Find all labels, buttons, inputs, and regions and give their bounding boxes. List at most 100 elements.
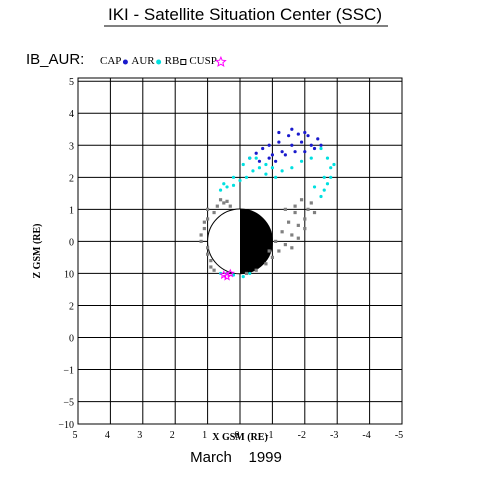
data-point xyxy=(274,239,278,243)
data-point xyxy=(329,175,333,179)
plot-frame xyxy=(77,77,403,425)
x-tick-label: -2 xyxy=(298,430,306,441)
x-tick-label: -1 xyxy=(265,430,273,441)
data-point xyxy=(270,255,274,260)
data-point xyxy=(319,146,323,151)
data-point xyxy=(264,172,268,176)
data-point xyxy=(283,207,287,211)
data-point xyxy=(241,275,245,279)
data-point xyxy=(212,268,216,272)
footer: March 1999 xyxy=(190,449,282,466)
data-point xyxy=(319,143,323,147)
data-point xyxy=(206,217,210,221)
data-point xyxy=(312,185,317,189)
data-point xyxy=(290,233,294,237)
legend-marker xyxy=(156,59,162,65)
data-point xyxy=(270,153,274,157)
data-point xyxy=(257,166,262,170)
x-tick-label: 0 xyxy=(235,430,240,441)
data-point xyxy=(309,156,313,160)
data-point xyxy=(312,210,317,215)
data-point xyxy=(322,188,326,192)
data-point xyxy=(319,194,323,199)
data-point xyxy=(231,183,236,187)
data-point xyxy=(325,182,330,186)
data-point xyxy=(299,159,304,163)
y-tick-label: 2 xyxy=(69,173,74,184)
y-tick-label: 3 xyxy=(69,141,74,152)
data-point xyxy=(231,175,236,179)
data-point xyxy=(206,207,210,211)
data-point xyxy=(296,132,300,136)
data-point xyxy=(238,178,242,183)
data-point xyxy=(290,166,294,170)
data-point xyxy=(277,249,281,253)
data-point xyxy=(218,198,223,202)
x-tick-label: 3 xyxy=(137,430,142,441)
y-tick-label: −1 xyxy=(63,366,74,377)
data-point xyxy=(299,140,304,144)
y-tick-label: 0 xyxy=(69,334,74,345)
data-point xyxy=(280,169,284,173)
legend-marker xyxy=(180,59,187,65)
chart-title: IKI - Satellite Situation Center (SSC) xyxy=(108,5,382,24)
data-point xyxy=(225,199,229,203)
data-point xyxy=(267,156,271,160)
data-point xyxy=(254,151,258,155)
legend-marker xyxy=(215,55,227,67)
data-point xyxy=(228,204,232,208)
y-tick-label: 2 xyxy=(69,301,74,312)
data-point xyxy=(277,130,281,135)
data-point xyxy=(280,230,284,234)
data-point xyxy=(215,204,219,208)
earth-night xyxy=(240,208,273,274)
data-point xyxy=(303,217,307,221)
data-point xyxy=(312,146,317,151)
data-point xyxy=(222,182,226,186)
data-point xyxy=(254,156,258,160)
data-point xyxy=(309,201,313,205)
x-axis-label: X GSM (RE) xyxy=(212,432,268,443)
x-tick-label: -5 xyxy=(395,430,403,441)
data-point xyxy=(225,185,229,189)
data-point xyxy=(290,246,294,250)
data-point xyxy=(225,268,235,278)
data-point xyxy=(264,162,268,167)
y-tick-label: 5 xyxy=(69,77,74,88)
data-point xyxy=(293,204,297,208)
data-point xyxy=(199,239,203,243)
x-tick-label: -3 xyxy=(330,430,338,441)
data-point xyxy=(270,166,274,170)
data-point xyxy=(209,259,213,263)
data-point xyxy=(290,127,294,131)
data-point xyxy=(306,207,310,211)
data-point xyxy=(248,271,252,276)
data-point xyxy=(280,150,284,154)
data-point xyxy=(267,143,271,147)
subtitle: IB_AUR: xyxy=(26,51,84,68)
data-point xyxy=(251,169,255,173)
data-point xyxy=(322,175,326,179)
y-axis-label: Z GSM (RE) xyxy=(32,224,43,279)
data-point xyxy=(261,146,265,151)
data-point xyxy=(296,236,300,240)
data-point xyxy=(202,220,206,224)
x-tick-label: 4 xyxy=(105,430,110,441)
data-point xyxy=(254,268,258,272)
data-point xyxy=(296,223,300,227)
data-point xyxy=(277,140,281,144)
data-point xyxy=(299,198,304,202)
data-point xyxy=(209,265,213,269)
data-point xyxy=(244,271,249,276)
data-point xyxy=(306,134,310,138)
data-point xyxy=(267,249,271,253)
data-point xyxy=(206,252,210,256)
data-point xyxy=(332,162,336,167)
data-point xyxy=(231,273,236,277)
data-point xyxy=(199,233,203,237)
legend-marker xyxy=(122,59,128,65)
legend-label: RB xyxy=(165,55,180,67)
data-point xyxy=(218,188,223,192)
data-point xyxy=(293,150,297,154)
